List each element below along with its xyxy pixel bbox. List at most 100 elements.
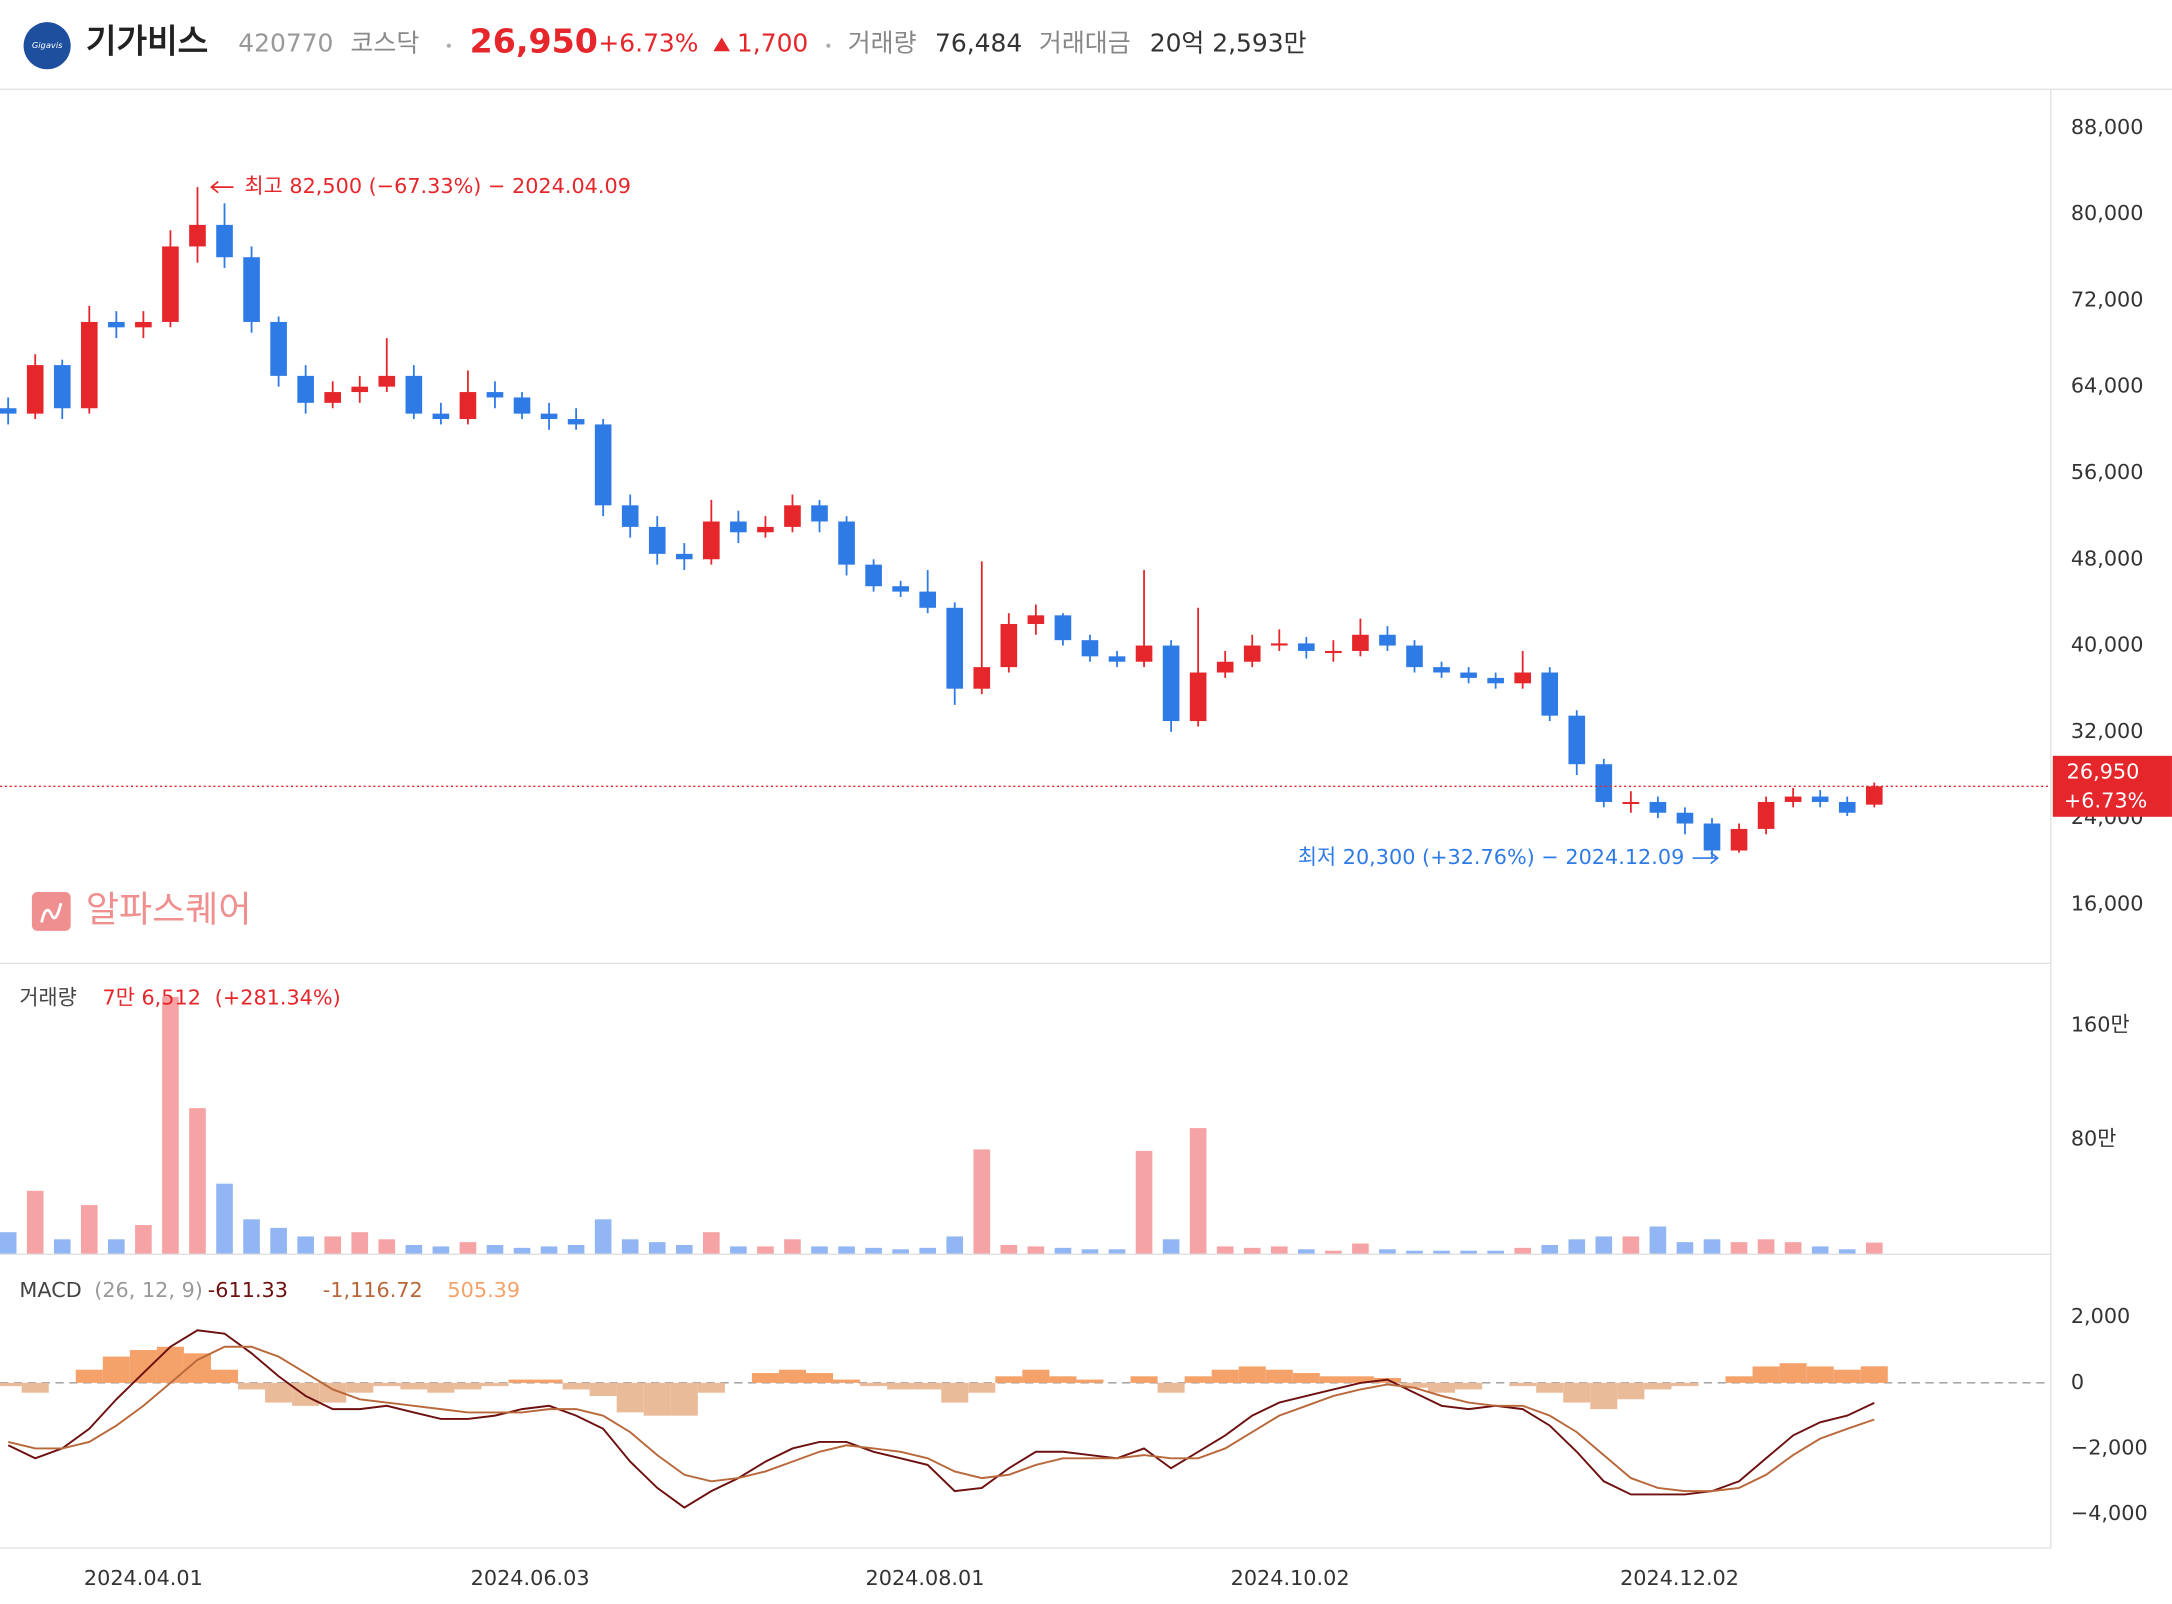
volume-label: 거래량 (848, 28, 917, 57)
candle-body (1460, 672, 1477, 678)
macd-histogram (21, 1382, 49, 1393)
candle-body (243, 257, 260, 322)
last-price-box (2052, 755, 2172, 817)
candle-body (80, 321, 98, 409)
macd-histogram (292, 1382, 320, 1406)
macd-line (7, 1345, 1875, 1493)
y-tick-label: −2,000 (2071, 1435, 2148, 1459)
amount: 20억 2,593만 (1150, 28, 1307, 57)
candle-body (1162, 645, 1180, 722)
candle-body (1298, 643, 1315, 651)
macd-histogram (1319, 1376, 1347, 1383)
volume-bar (1865, 1242, 1883, 1254)
volume-bar (540, 1246, 558, 1254)
macd-histogram (1076, 1379, 1104, 1383)
volume-bar (1081, 1249, 1099, 1254)
y-tick-label: 80만 (2071, 1126, 2117, 1150)
candle-body (703, 521, 720, 560)
candle-body (1757, 801, 1775, 829)
volume-bar (1135, 1150, 1153, 1254)
candle-body (1243, 645, 1261, 662)
volume-bar (1460, 1250, 1477, 1254)
candle-body (405, 375, 423, 414)
watermark-icon (31, 892, 71, 931)
candle-body (838, 521, 855, 565)
volume-bar (0, 1232, 17, 1254)
x-tick-label: 2024.06.03 (471, 1566, 590, 1590)
volume-bar (892, 1249, 909, 1254)
stock-code: 420770 (238, 28, 333, 57)
volume-bar (973, 1149, 991, 1254)
logo-text: Gigavis (32, 40, 63, 50)
panel-title: MACD (19, 1278, 81, 1302)
candle-body (459, 392, 477, 420)
candle-body (757, 526, 774, 533)
volume-bar (1757, 1239, 1775, 1254)
candle-body (784, 505, 801, 527)
watermark-text: 알파스퀘어 (86, 889, 252, 930)
volume-bar (1487, 1250, 1504, 1254)
macd-histogram (1130, 1376, 1158, 1383)
candle-body (594, 424, 612, 506)
candle-body (351, 386, 369, 393)
volume-bar (946, 1236, 964, 1254)
candle-body (1514, 672, 1531, 684)
volume-bar (1108, 1249, 1126, 1254)
macd-histogram (129, 1350, 157, 1383)
candle-body (26, 365, 44, 414)
volume-bar (621, 1239, 639, 1254)
macd-histogram (1346, 1376, 1374, 1383)
volume-bar (432, 1246, 450, 1254)
candle-body (1379, 634, 1396, 646)
candle-body (1433, 667, 1450, 673)
candle-body (1216, 661, 1234, 673)
macd-histogram (1022, 1369, 1050, 1383)
y-tick-label: −4,000 (2071, 1501, 2148, 1525)
macd-histogram (778, 1369, 806, 1383)
volume-bar (1162, 1239, 1180, 1254)
stock-name: 기가비스 (86, 21, 208, 60)
macd-histogram (210, 1369, 239, 1383)
volume-bar (1730, 1242, 1748, 1254)
candle-body (1865, 786, 1883, 805)
macd-histogram (643, 1382, 671, 1416)
candle-body (378, 375, 396, 387)
candle-body (1135, 645, 1153, 662)
panel-change: (+281.34%) (215, 986, 341, 1010)
macd-histogram (1049, 1376, 1077, 1383)
candle-body (1622, 801, 1640, 805)
candle-body (865, 564, 882, 587)
candle-body (1784, 796, 1802, 802)
candle-body (1487, 677, 1504, 684)
candle-body (919, 591, 937, 608)
macd-histogram (427, 1382, 455, 1393)
macd-histogram (968, 1382, 996, 1393)
volume-bar (811, 1246, 828, 1254)
macd-histogram (914, 1382, 942, 1390)
volume-bar (1325, 1250, 1342, 1254)
watermark: 알파스퀘어 (31, 889, 252, 931)
legend-value: 505.39 (447, 1278, 520, 1302)
volume-bar (1811, 1246, 1829, 1254)
candle-body (1649, 801, 1667, 813)
panel-value: 7만 6,512 (103, 986, 201, 1010)
candle-body (1730, 828, 1748, 851)
candle-body (1568, 715, 1586, 765)
macd-histogram (481, 1382, 509, 1387)
macd-histogram (346, 1382, 374, 1393)
volume-bar (1649, 1226, 1667, 1254)
macd-histogram (1563, 1382, 1591, 1403)
macd-histogram (589, 1382, 617, 1396)
y-tick-label: 88,000 (2071, 115, 2144, 139)
volume-bar (162, 996, 179, 1254)
candle-body (1541, 672, 1559, 716)
candle-body (675, 553, 693, 560)
volume-bar (1027, 1246, 1045, 1254)
volume-bar (1054, 1247, 1072, 1254)
last-price: 26,950 (2067, 759, 2140, 783)
y-tick-label: 32,000 (2071, 719, 2144, 743)
up-triangle (713, 37, 731, 52)
macd-histogram (373, 1382, 401, 1387)
y-tick-label: 40,000 (2071, 633, 2144, 657)
volume-bar (1352, 1243, 1369, 1254)
